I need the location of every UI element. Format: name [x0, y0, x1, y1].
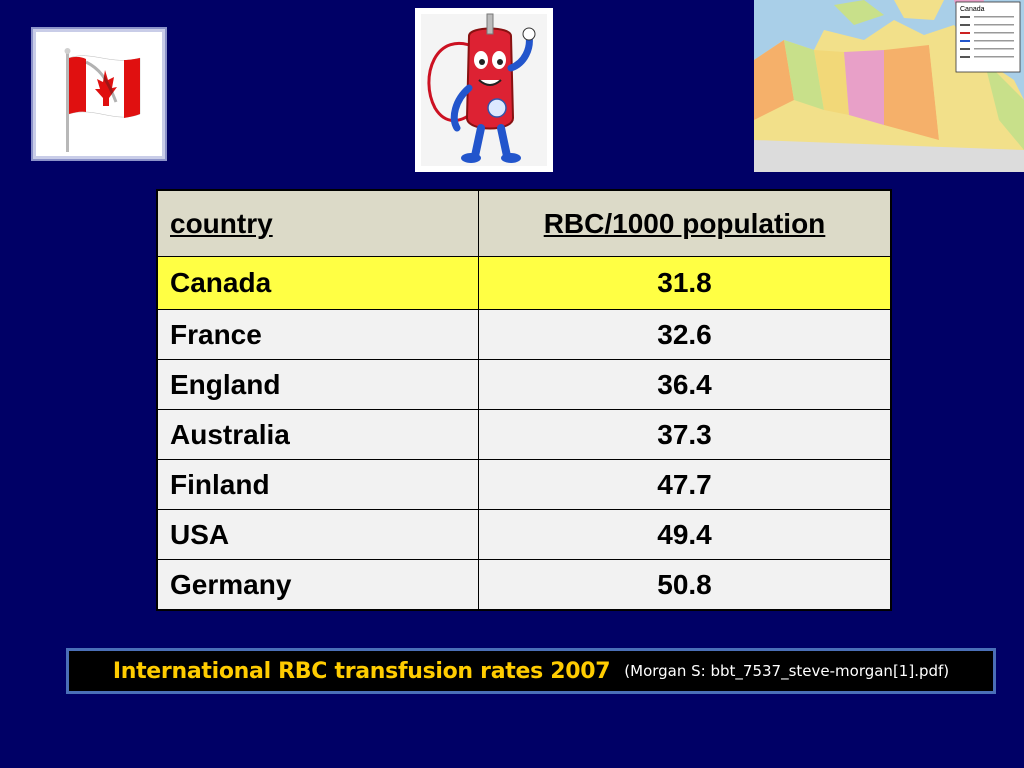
table-row: Australia 37.3: [156, 409, 892, 460]
canada-map-icon: Canada: [754, 0, 1024, 172]
table-row: Finland 47.7: [156, 459, 892, 510]
cell-value: 50.8: [478, 559, 892, 611]
map-title: Canada: [960, 6, 985, 13]
cell-value: 37.3: [478, 409, 892, 460]
cell-value: 36.4: [478, 359, 892, 410]
caption-source: (Morgan S: bbt_7537_steve-morgan[1].pdf): [624, 662, 950, 680]
table-row: England 36.4: [156, 359, 892, 410]
cell-country: France: [156, 309, 479, 360]
cell-country: Germany: [156, 559, 479, 611]
cell-value: 31.8: [478, 256, 892, 310]
caption-title: International RBC transfusion rates 2007: [112, 658, 611, 684]
table-row: Germany 50.8: [156, 559, 892, 611]
cell-country: England: [156, 359, 479, 410]
column-header-rbc: RBC/1000 population: [478, 189, 892, 257]
table-row: USA 49.4: [156, 509, 892, 560]
cell-value: 47.7: [478, 459, 892, 510]
cell-value: 49.4: [478, 509, 892, 560]
cell-value: 32.6: [478, 309, 892, 360]
table-row: France 32.6: [156, 309, 892, 360]
caption-box: International RBC transfusion rates 2007…: [66, 648, 996, 694]
blood-bag-mascot-icon: [415, 8, 553, 172]
cell-country: USA: [156, 509, 479, 560]
cell-country: Australia: [156, 409, 479, 460]
cell-country: Canada: [156, 256, 479, 310]
cell-country: Finland: [156, 459, 479, 510]
canada-flag-icon: [36, 32, 162, 156]
column-header-country: country: [156, 189, 479, 257]
table-header-row: country RBC/1000 population: [156, 189, 892, 257]
rbc-rates-table: country RBC/1000 population Canada 31.8 …: [156, 189, 892, 611]
table-row-highlighted: Canada 31.8: [156, 256, 892, 310]
